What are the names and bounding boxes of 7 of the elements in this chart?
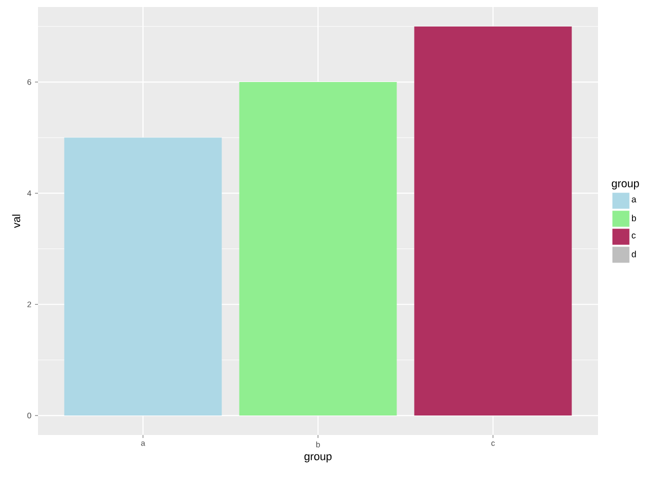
legend-label: c [632,234,636,238]
x-axis-title: group [304,454,332,462]
legend-label: b [632,214,636,222]
legend-label: d [632,250,636,258]
legend-title: group [612,181,639,190]
y-axis-title: val [12,214,20,228]
legend-label: a [632,198,636,202]
